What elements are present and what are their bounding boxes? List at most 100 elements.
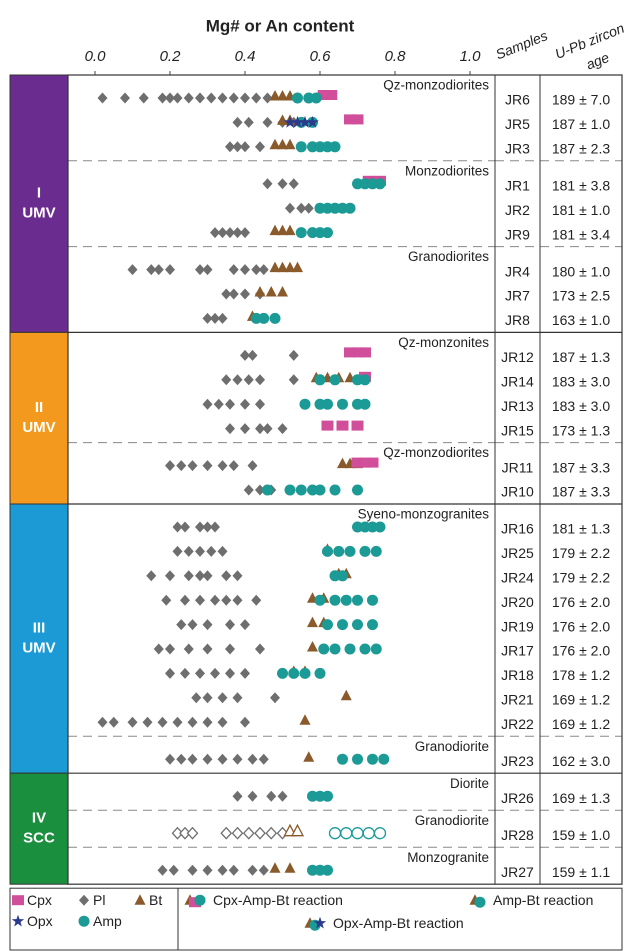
marker-diamond [153, 264, 164, 276]
marker-diamond [277, 423, 288, 435]
marker-diamond [258, 864, 269, 876]
marker-diamond [255, 398, 265, 410]
sample-age: 176 ± 2.0 [552, 618, 610, 634]
marker-diamond [217, 227, 228, 239]
suite-label: Diorite [450, 776, 489, 791]
marker-circle [262, 484, 273, 496]
marker-circle [295, 141, 307, 153]
marker-diamond [210, 667, 220, 679]
sample-name: JR14 [501, 374, 534, 390]
legend-label: Pl [93, 892, 105, 908]
marker-circle [344, 643, 356, 655]
marker-triangle [284, 138, 296, 150]
x-tick-label: 0.0 [85, 48, 107, 65]
marker-circle [373, 827, 387, 840]
marker-diamond [221, 570, 232, 582]
marker-diamond [217, 92, 228, 104]
marker-triangle [277, 286, 288, 297]
marker-circle [337, 753, 348, 765]
marker-triangle [269, 261, 281, 273]
marker-diamond [232, 594, 243, 606]
group-sublabel: UMV [22, 205, 55, 222]
marker-circle [329, 374, 341, 386]
group-band [9, 331, 69, 505]
marker-diamond [251, 594, 262, 606]
sample-name: JR10 [501, 484, 534, 500]
sample-name: JR5 [505, 116, 530, 132]
marker-diamond [176, 753, 187, 765]
marker-diamond [240, 667, 250, 679]
marker-circle [322, 864, 333, 876]
sample-name: JR26 [501, 790, 534, 806]
marker-diamond [221, 374, 232, 386]
marker-diamond [240, 227, 250, 239]
sample-name: JR1 [505, 178, 530, 194]
marker-circle [329, 594, 341, 606]
marker-diamond [202, 398, 213, 410]
marker-diamond [202, 460, 213, 472]
marker-star [291, 115, 304, 128]
marker-diamond [217, 545, 228, 557]
marker-square [351, 420, 364, 431]
legend-frame [9, 887, 623, 951]
marker-triangle [277, 138, 288, 150]
sample-name: JR9 [505, 226, 530, 242]
marker-diamond [187, 864, 198, 876]
marker-circle [299, 667, 311, 679]
marker-circle [78, 915, 90, 927]
marker-square [12, 895, 24, 906]
marker-triangle [269, 862, 281, 873]
marker-circle [367, 753, 378, 765]
marker-diamond [232, 141, 243, 153]
marker-diamond [247, 864, 258, 876]
marker-square [359, 347, 371, 358]
group-label: II [35, 399, 43, 416]
x-tick-label: 0.4 [235, 48, 256, 65]
marker-diamond [187, 753, 198, 765]
marker-diamond [262, 92, 273, 104]
sample-age: 189 ± 7.0 [552, 92, 610, 108]
marker-diamond [180, 521, 190, 533]
marker-circle [370, 545, 382, 557]
marker-diamond [202, 864, 213, 876]
marker-diamond [187, 716, 198, 728]
sample-age: 169 ± 1.3 [552, 790, 610, 806]
marker-circle [329, 643, 341, 655]
marker-diamond [138, 92, 149, 104]
marker-diamond [195, 92, 205, 104]
sample-age: 173 ± 2.5 [552, 288, 610, 304]
marker-diamond [202, 570, 213, 582]
marker-diamond [165, 643, 175, 655]
marker-diamond [251, 92, 262, 104]
marker-circle [322, 398, 333, 410]
x-tick-label: 0.2 [160, 48, 182, 65]
sample-name: JR25 [501, 545, 534, 561]
marker-square [359, 457, 371, 468]
marker-diamond [228, 92, 239, 104]
x-tick-label: 0.8 [385, 48, 407, 65]
sample-age: 187 ± 1.0 [552, 116, 610, 132]
sample-age: 173 ± 1.3 [552, 422, 610, 438]
marker-diamond [255, 141, 265, 153]
marker-diamond [228, 864, 239, 876]
marker-circle [474, 896, 486, 908]
marker-diamond [225, 141, 235, 153]
marker-diamond [232, 753, 243, 765]
marker-diamond [161, 594, 172, 606]
marker-diamond [240, 398, 250, 410]
marker-diamond [232, 790, 243, 802]
marker-diamond [195, 667, 205, 679]
sample-name: JR27 [501, 864, 534, 880]
marker-circle [378, 753, 390, 765]
marker-diamond [202, 643, 213, 655]
marker-diamond [242, 826, 255, 840]
marker-diamond [240, 264, 250, 276]
suite-label: Qz-monzonites [398, 335, 489, 350]
sample-age: 187 ± 1.3 [552, 349, 610, 365]
marker-diamond [255, 423, 265, 435]
marker-diamond [97, 716, 108, 728]
marker-triangle [277, 90, 288, 101]
sample-name: JR16 [501, 521, 534, 537]
sample-name: JR3 [505, 141, 530, 157]
marker-diamond [217, 312, 228, 324]
